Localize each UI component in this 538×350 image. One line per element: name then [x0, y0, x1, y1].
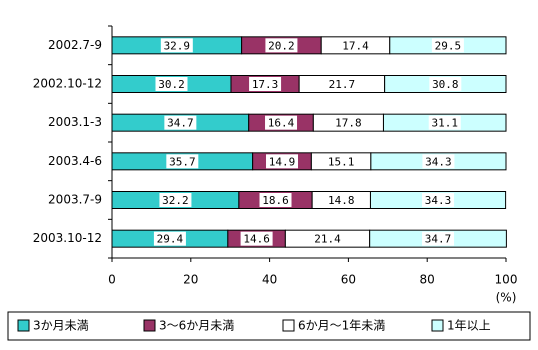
- legend-label: 6か月〜1年未満: [298, 319, 385, 333]
- value-label: 32.2: [162, 194, 189, 207]
- legend-label: 3〜6か月未満: [159, 319, 234, 333]
- value-label-bg: [422, 193, 455, 207]
- value-label-bg: [240, 231, 273, 246]
- value-label-bg: [422, 154, 455, 169]
- legend-swatch: [431, 319, 444, 332]
- value-label: 30.2: [158, 78, 185, 91]
- y-tick-label: 2003.1-3: [48, 115, 102, 129]
- value-label-bg: [160, 38, 193, 53]
- value-label: 14.9: [269, 155, 296, 168]
- value-label-bg: [422, 231, 455, 246]
- x-tick-label: 0: [108, 273, 116, 287]
- x-tick-label: 80: [420, 273, 435, 287]
- value-label-bg: [311, 231, 344, 246]
- value-label: 30.8: [432, 78, 459, 91]
- value-label: 34.3: [425, 155, 452, 168]
- y-tick-label: 2003.7-9: [48, 193, 102, 207]
- value-label: 32.9: [164, 39, 191, 52]
- value-label: 18.6: [262, 194, 289, 207]
- legend-swatch: [282, 319, 295, 332]
- value-label: 17.3: [252, 78, 279, 91]
- y-tick-label: 2003.10-12: [33, 231, 102, 245]
- value-label-bg: [325, 77, 358, 91]
- value-label: 17.8: [335, 117, 362, 130]
- y-tick-label: 2002.7-9: [48, 38, 102, 52]
- value-label-bg: [325, 154, 358, 169]
- y-tick-label: 2003.4-6: [48, 154, 102, 168]
- value-label: 15.1: [328, 155, 355, 168]
- value-label: 31.1: [431, 117, 458, 130]
- value-label-bg: [166, 154, 199, 169]
- value-label: 35.7: [169, 155, 196, 168]
- value-label-bg: [164, 115, 197, 130]
- value-label-bg: [429, 77, 462, 91]
- value-label: 34.7: [425, 233, 452, 246]
- value-label-bg: [155, 77, 188, 91]
- value-label: 29.5: [435, 39, 462, 52]
- value-label: 21.7: [329, 78, 356, 91]
- value-label-bg: [431, 38, 464, 53]
- value-label: 17.4: [342, 39, 369, 52]
- legend-swatch: [17, 319, 30, 332]
- value-label-bg: [325, 193, 358, 207]
- legend-label: 3か月未満: [33, 319, 89, 333]
- x-tick-label: 40: [262, 273, 277, 287]
- legend-label: 1年以上: [447, 319, 491, 333]
- value-label: 34.7: [167, 117, 194, 130]
- value-label: 20.2: [268, 39, 295, 52]
- x-tick-label: 100: [495, 273, 518, 287]
- y-tick-label: 2002.10-12: [33, 77, 102, 91]
- x-tick-label: 60: [341, 273, 356, 287]
- value-label: 34.3: [425, 194, 452, 207]
- value-label-bg: [159, 193, 192, 207]
- value-label-bg: [332, 115, 365, 130]
- value-label-bg: [259, 193, 292, 207]
- value-label-bg: [153, 231, 186, 246]
- value-label: 14.8: [328, 194, 355, 207]
- value-label: 14.6: [243, 233, 270, 246]
- value-label-bg: [265, 115, 298, 130]
- value-label-bg: [339, 38, 372, 53]
- value-label: 21.4: [314, 233, 341, 246]
- value-label-bg: [249, 77, 282, 91]
- value-label-bg: [428, 115, 461, 130]
- legend-swatch: [143, 319, 156, 332]
- value-label-bg: [265, 38, 298, 53]
- value-label: 16.4: [268, 117, 295, 130]
- value-label: 29.4: [157, 233, 184, 246]
- value-label-bg: [266, 154, 299, 169]
- x-axis-label: (%): [496, 291, 517, 305]
- x-tick-label: 20: [183, 273, 198, 287]
